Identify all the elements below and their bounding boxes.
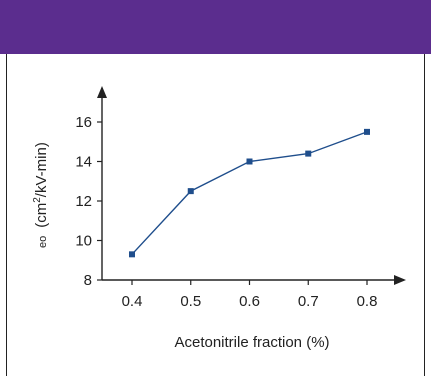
y-axis-title-sup: 2: [32, 197, 43, 203]
data-point: [129, 251, 135, 258]
y-tick-label: 16: [75, 114, 92, 131]
labels-group: 0.4 0.5 0.6 0.7 0.8 8 10 12 14 16 Acetonitrile fra…: [32, 114, 377, 351]
x-tick-label: 0.4: [122, 293, 143, 310]
x-axis-title: Acetonitrile fraction (%): [174, 334, 329, 351]
y-axis-title-main: (cm: [33, 203, 50, 228]
y-axis-title-prefix: eo: [37, 236, 49, 248]
y-tick-label: 8: [84, 272, 92, 289]
y-axis-title-rest: /kV-min): [33, 142, 50, 197]
data-point: [187, 188, 194, 195]
series-group: [129, 128, 370, 258]
x-tick-label: 0.5: [180, 293, 201, 310]
x-tick-label: 0.8: [357, 293, 378, 310]
header-bar: [0, 0, 431, 54]
axes: [97, 86, 406, 285]
y-tick-label: 14: [75, 154, 92, 171]
x-tick-label: 0.7: [298, 293, 319, 310]
data-point: [305, 150, 312, 157]
data-point: [246, 158, 253, 165]
y-tick-label: 12: [75, 193, 92, 210]
chart-panel: [6, 54, 425, 376]
y-axis-title: eo (cm2/kV-min): [32, 142, 50, 248]
data-point: [364, 128, 370, 135]
x-tick-label: 0.6: [239, 293, 260, 310]
series-line: [131, 131, 368, 255]
y-tick-label: 10: [75, 233, 92, 250]
